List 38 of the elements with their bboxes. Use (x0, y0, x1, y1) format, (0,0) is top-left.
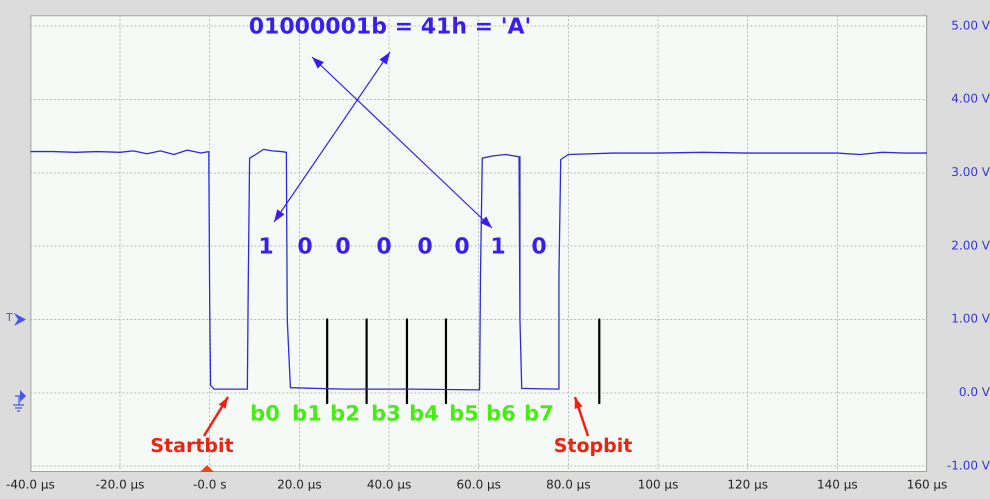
x-tick-label: 60.0 µs (456, 477, 501, 492)
annotation: 1 (258, 234, 274, 260)
annotation: 0 (335, 234, 351, 260)
x-tick-label: -0.0 s (192, 477, 226, 492)
annotation: b4 (409, 401, 439, 426)
y-tick-label: 5.00 V (951, 18, 990, 32)
annotation: 0 (454, 234, 470, 260)
annotation: Stopbit (554, 434, 632, 457)
x-tick-label: -20.0 µs (96, 477, 144, 492)
x-tick-label: 160 µs (906, 477, 948, 492)
annotation: b5 (449, 401, 479, 426)
annotation: 1 (490, 234, 506, 260)
annotation: b6 (486, 401, 516, 426)
annotation: b3 (371, 401, 401, 426)
annotation: 01000001b = 41h = 'A' (248, 14, 532, 40)
x-tick-label: 80.0 µs (546, 477, 591, 492)
y-tick-label: 0.0 V (958, 384, 990, 399)
x-tick-label: -40.0 µs (6, 477, 55, 492)
x-tick-label: 140 µs (817, 477, 858, 492)
annotation: b1 (292, 401, 322, 426)
y-tick-label: 4.00 V (951, 92, 990, 106)
x-tick-label: 120 µs (727, 477, 768, 492)
annotation: 0 (297, 234, 313, 260)
x-tick-label: 40.0 µs (366, 477, 412, 492)
annotation: b2 (330, 401, 360, 426)
text: T (6, 311, 13, 324)
x-tick-label: 100 µs (638, 477, 678, 492)
y-tick-label: -1.00 V (946, 458, 990, 472)
annotation: Startbit (150, 434, 234, 457)
y-tick-label: 3.00 V (951, 164, 990, 179)
annotation: 0 (417, 234, 433, 260)
y-tick-label: 2.00 V (951, 238, 990, 252)
annotation: b0 (250, 401, 280, 426)
annotation: 0 (531, 234, 547, 260)
y-tick-label: 1.00 V (951, 312, 990, 326)
x-tick-label: 20.0 µs (277, 477, 322, 492)
annotation: b7 (524, 401, 554, 426)
annotation: 0 (376, 234, 392, 260)
